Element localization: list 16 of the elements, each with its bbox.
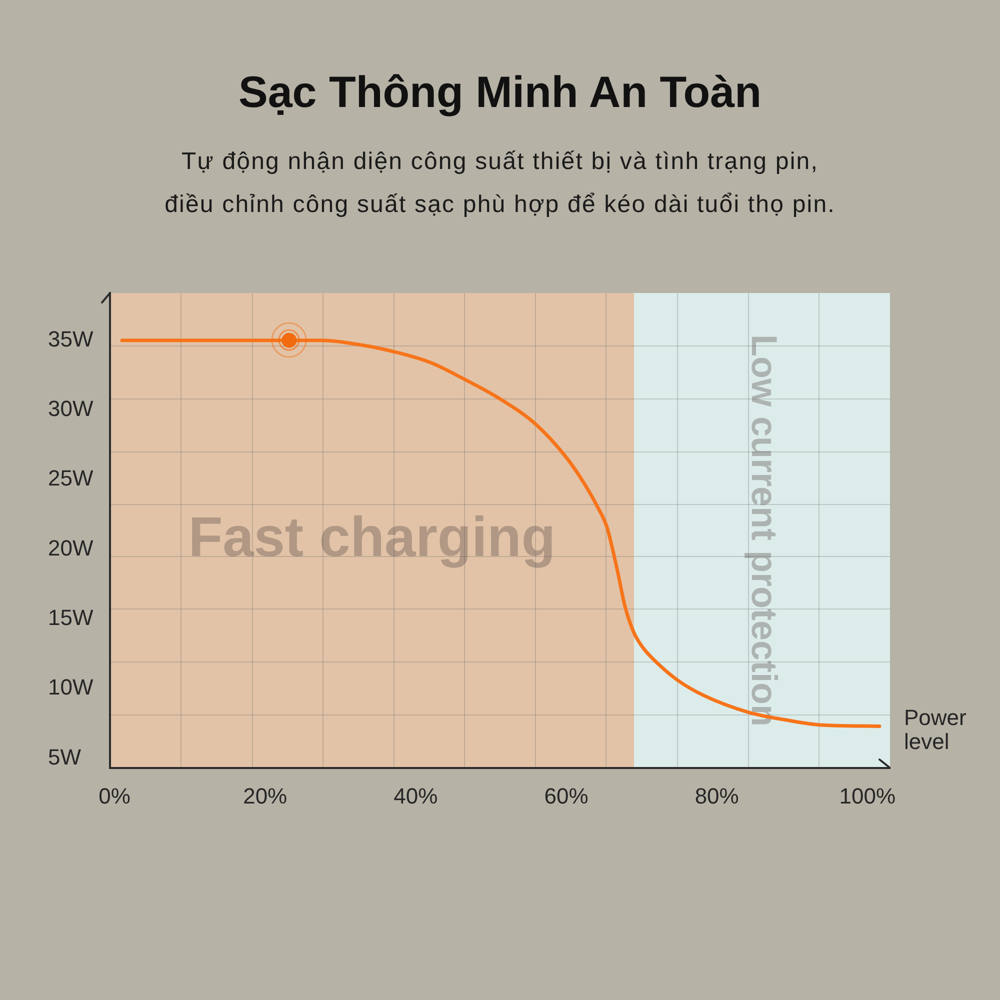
y-tick-label: 35W [48,326,94,352]
x-tick-label: 80% [694,783,739,808]
x-tick-label: 0% [98,783,130,808]
y-tick-label: 25W [48,466,94,491]
y-tick-label: 20W [48,535,94,560]
x-tick-label: 100% [839,783,896,808]
x-tick-label: 60% [544,783,588,808]
y-tick-label: 5W [48,744,82,770]
y-tick-label: 10W [48,674,94,700]
y-tick-label: 30W [48,396,94,422]
chart-subtitle: Tự động nhận diện công suất thiết bị và tình trạng pin, điều chỉnh công suất sạc phù hợp để kéo dài tuổi thọ pin. [164,147,836,220]
chart-title: Sạc Thông Minh An Toàn [237,67,763,119]
y-tick-label: 15W [48,605,94,630]
x-axis-title: Power level [904,705,968,754]
x-tick-label: 20% [243,783,288,808]
x-tick-label: 40% [394,783,438,808]
